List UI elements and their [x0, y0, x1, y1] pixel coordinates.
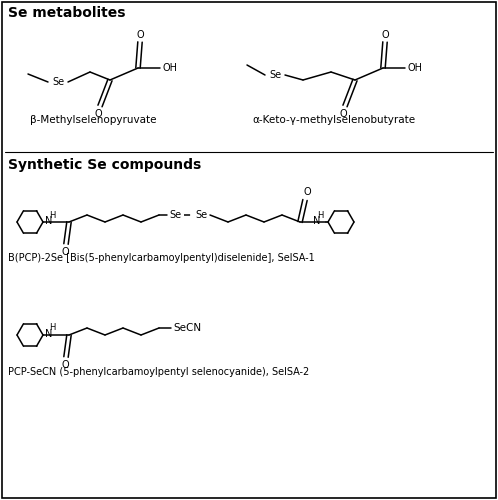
- Text: O: O: [94, 109, 102, 119]
- Text: N: N: [313, 216, 321, 226]
- Text: Se: Se: [169, 210, 181, 220]
- Text: OH: OH: [407, 63, 422, 73]
- Text: Se: Se: [52, 77, 64, 87]
- Text: OH: OH: [162, 63, 177, 73]
- Text: Se metabolites: Se metabolites: [8, 6, 125, 20]
- Text: O: O: [303, 187, 311, 197]
- Text: H: H: [49, 324, 55, 332]
- Text: Synthetic Se compounds: Synthetic Se compounds: [8, 158, 201, 172]
- Text: Se: Se: [269, 70, 281, 80]
- Text: α-Keto-γ-methylselenobutyrate: α-Keto-γ-methylselenobutyrate: [252, 115, 415, 125]
- Text: SeCN: SeCN: [173, 323, 201, 333]
- Text: PCP-SeCN (5-phenylcarbamoylpentyl selenocyanide), SelSA-2: PCP-SeCN (5-phenylcarbamoylpentyl seleno…: [8, 367, 309, 377]
- Text: H: H: [49, 210, 55, 220]
- Text: N: N: [45, 216, 53, 226]
- Text: Se: Se: [195, 210, 207, 220]
- Text: O: O: [61, 360, 69, 370]
- Text: O: O: [61, 247, 69, 257]
- Text: O: O: [339, 109, 347, 119]
- Text: O: O: [381, 30, 389, 40]
- Text: N: N: [45, 329, 53, 339]
- Text: H: H: [317, 210, 323, 220]
- Text: O: O: [136, 30, 144, 40]
- Text: β-Methylselenopyruvate: β-Methylselenopyruvate: [30, 115, 156, 125]
- Text: B(PCP)-2Se [Bis(5-phenylcarbamoylpentyl)diselenide], SelSA-1: B(PCP)-2Se [Bis(5-phenylcarbamoylpentyl)…: [8, 253, 315, 263]
